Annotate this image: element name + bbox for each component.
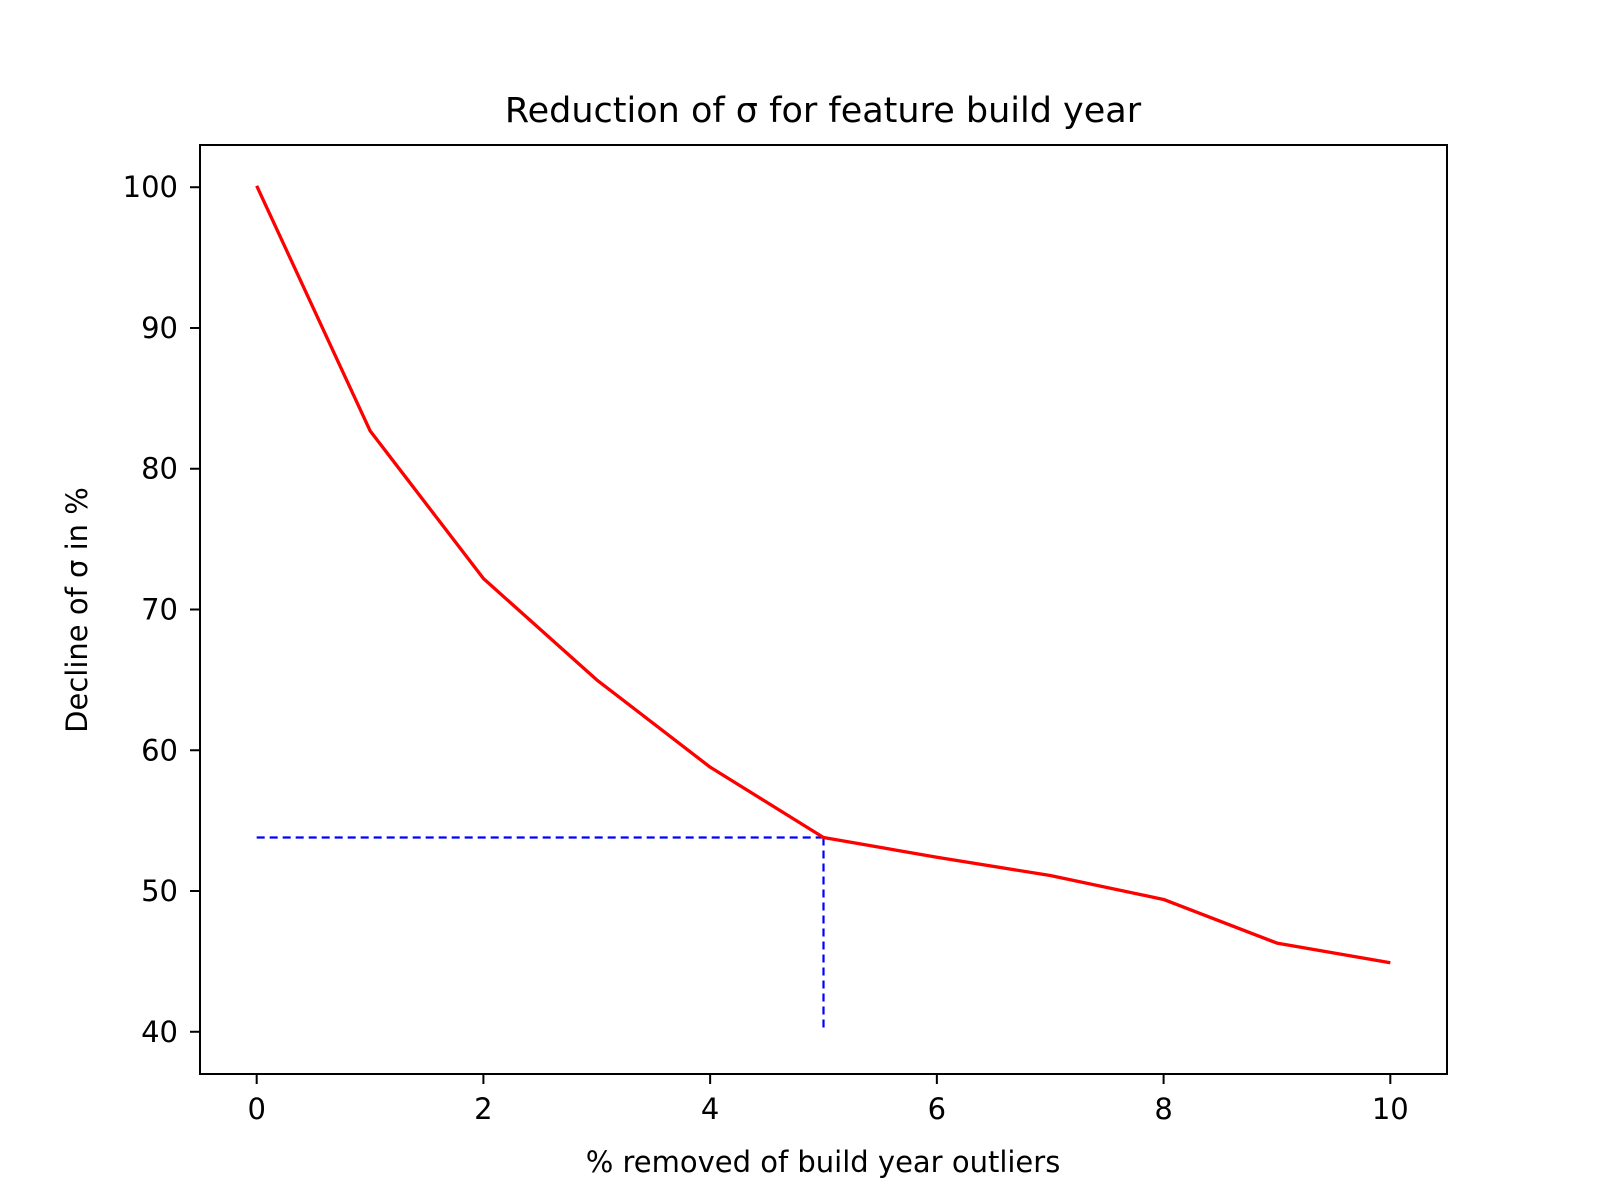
chart-title: Reduction of σ for feature build year [505,91,1142,131]
y-tick-label: 50 [141,874,178,908]
y-axis-label: Decline of σ in % [60,487,94,733]
y-tick-label: 40 [141,1015,178,1049]
x-tick-label: 10 [1372,1092,1409,1126]
y-tick-label: 90 [141,311,178,345]
series-layer [255,185,1391,1032]
y-tick-label: 60 [141,733,178,767]
x-tick-label: 0 [247,1092,265,1126]
x-tick-label: 4 [701,1092,719,1126]
y-axis: 40 50 60 70 80 90 100 [123,170,200,1049]
x-tick-label: 6 [928,1092,946,1126]
x-tick-label: 2 [474,1092,492,1126]
y-tick-label: 100 [123,170,178,204]
x-tick-label: 8 [1154,1092,1172,1126]
series-line-1 [255,185,1391,965]
y-tick-label: 70 [141,593,178,627]
x-axis: 0 2 4 6 8 10 [247,1074,1409,1126]
y-tick-label: 80 [141,452,178,486]
x-axis-label: % removed of build year outliers [586,1145,1061,1179]
